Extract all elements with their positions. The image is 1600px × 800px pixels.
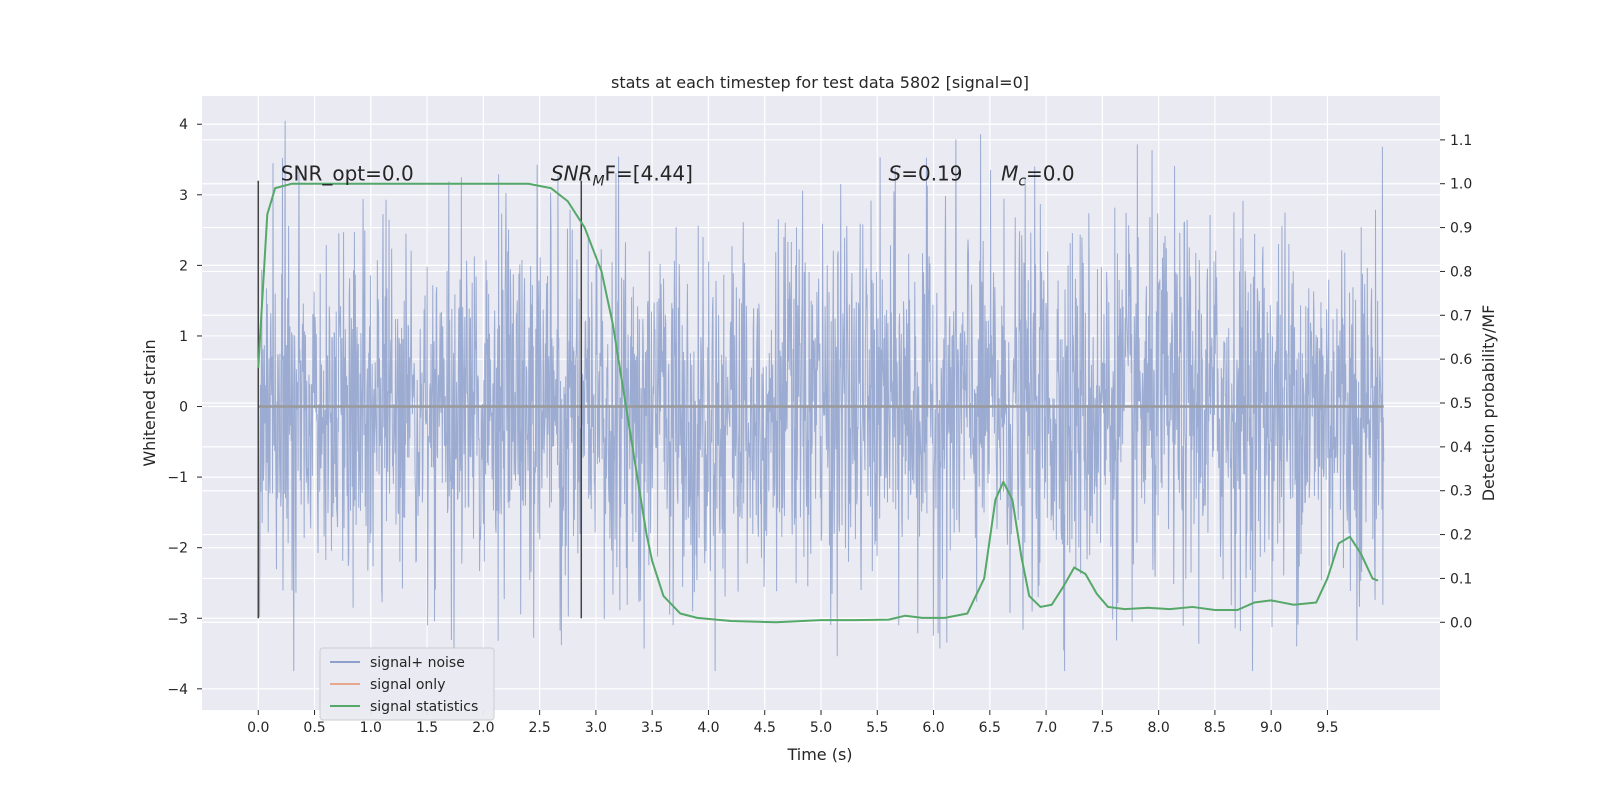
legend: signal+ noise signal only signal statist… [319,647,495,721]
y-tick-label: 1 [179,329,188,345]
y-tick-label: 4 [179,117,188,133]
annotation-value: F=[4.44] [605,162,693,186]
legend-label-signal-noise: signal+ noise [370,655,465,671]
y-tick-label: −3 [167,611,188,627]
x-tick-label: 7.0 [1035,720,1057,736]
y-tick-labels: 4 3 2 1 0 −1 −2 −3 −4 [167,117,202,698]
chart-title: stats at each timestep for test data 580… [611,73,1029,92]
y-tick-label: 2 [179,258,188,274]
x-tick-label: 1.5 [416,720,438,736]
annotation-3: Mc=0.0 [1001,162,1075,190]
annotations: SNR_opt=0.0 SNRMF=[4.44] S=0.19 Mc=0.0 [281,162,1075,190]
y2-tick-label: 0.1 [1450,571,1472,587]
y-tick-label: −1 [167,470,188,486]
legend-label-signal-only: signal only [370,677,445,693]
y2-tick-label: 1.0 [1450,177,1472,193]
annotation-text: SNR [551,162,593,186]
x-tick-label: 1.0 [360,720,382,736]
x-tick-labels: 0.0 0.5 1.0 1.5 2.0 2.5 3.0 3.5 4.0 4.5 5.0 5.5 6.0 6… [247,710,1339,736]
x-tick-label: 6.0 [922,720,944,736]
y2-tick-label: 0.9 [1450,221,1472,237]
x-tick-label: 8.0 [1148,720,1170,736]
y-tick-label: −4 [167,682,188,698]
x-tick-label: 2.5 [529,720,551,736]
x-tick-label: 5.5 [866,720,888,736]
y-tick-label: 3 [179,188,188,204]
y2-tick-label: 0.7 [1450,308,1472,324]
y2-tick-label: 0.5 [1450,396,1472,412]
annotation-text: SNR_opt=0.0 [281,162,414,186]
legend-label-signal-statistics: signal statistics [370,699,478,715]
annotation-subscript: M [592,174,604,190]
legend-box [319,647,495,721]
x-tick-label: 4.5 [754,720,776,736]
x-tick-label: 9.0 [1260,720,1282,736]
x-tick-label: 4.0 [697,720,719,736]
y2-axis-label: Detection probability/MF [1479,305,1498,502]
x-tick-label: 2.0 [472,720,494,736]
annotation-text: S [889,162,902,186]
x-tick-label: 6.5 [979,720,1001,736]
x-tick-label: 7.5 [1091,720,1113,736]
y2-tick-label: 1.1 [1450,133,1472,149]
y2-tick-label: 0.3 [1450,484,1472,500]
y-axis-label: Whitened strain [140,339,159,466]
annotation-text: M [1001,162,1018,186]
annotation-value: =0.19 [901,162,962,186]
x-tick-label: 0.0 [247,720,269,736]
y2-tick-label: 0.6 [1450,352,1472,368]
y2-tick-label: 0.2 [1450,528,1472,544]
x-tick-label: 8.5 [1204,720,1226,736]
y-tick-label: −2 [167,541,188,557]
y2-tick-label: 0.8 [1450,264,1472,280]
x-tick-label: 3.0 [585,720,607,736]
y2-tick-label: 0.4 [1450,440,1472,456]
annotation-value: =0.0 [1026,162,1075,186]
y2-tick-labels: 1.1 1.0 0.9 0.8 0.7 0.6 0.5 0.4 0.3 0.2 0.1 0.0 [1440,133,1472,631]
series-signal-noise [257,120,1385,672]
signal-statistics-line [257,182,1379,624]
y-tick-label: 0 [179,400,188,416]
x-axis-label: Time (s) [786,745,852,764]
annotation-0: SNR_opt=0.0 [281,162,414,186]
x-tick-label: 5.0 [810,720,832,736]
vlines [257,180,583,619]
y2-tick-label: 0.0 [1450,615,1472,631]
annotation-2: S=0.19 [889,162,963,186]
x-tick-label: 9.5 [1316,720,1338,736]
series-signal-statistics [257,182,1379,624]
x-tick-label: 3.5 [641,720,663,736]
annotation-1: SNRMF=[4.44] [551,162,693,190]
annotation-subscript: c [1018,174,1026,190]
noise-line [257,120,1385,672]
x-tick-label: 0.5 [303,720,325,736]
